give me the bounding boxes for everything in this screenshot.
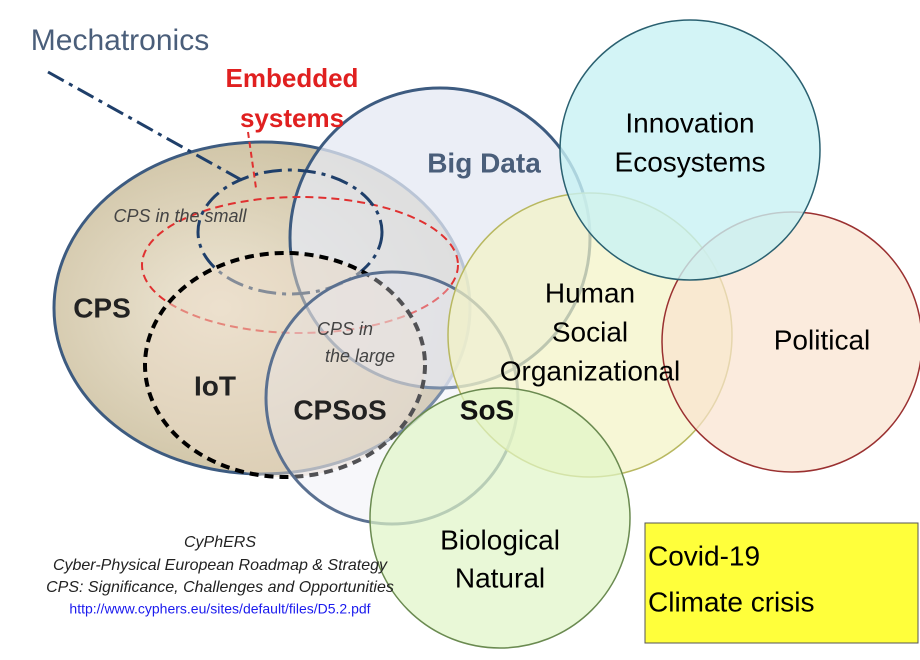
label: Mechatronics (31, 24, 209, 57)
label: CPS in (317, 319, 373, 339)
label: SoS (460, 394, 514, 425)
label: Climate crisis (648, 586, 814, 617)
citation: CPS: Significance, Challenges and Opport… (46, 579, 394, 596)
label: CPS (73, 292, 131, 323)
citation: Cyber-Physical European Roadmap & Strate… (53, 557, 388, 574)
label: Biological (440, 524, 560, 555)
label: Natural (455, 562, 545, 593)
label: Embedded (226, 63, 359, 93)
biological-circle (369, 387, 631, 649)
citation-link: http://www.cyphers.eu/sites/default/file… (69, 601, 370, 617)
shapes (47, 19, 920, 649)
crisis-box (644, 522, 919, 644)
label: the large (325, 346, 395, 366)
citation: CyPhERS (184, 534, 256, 551)
label: Innovation (625, 107, 754, 138)
label: IoT (194, 370, 236, 401)
label: Political (774, 324, 870, 355)
label: CPS in the small (113, 206, 247, 226)
iot-ellipse (143, 251, 427, 479)
label: Big Data (427, 147, 541, 178)
label: Ecosystems (615, 146, 766, 177)
mechatronics-pointer (47, 70, 246, 184)
label: CPSoS (293, 394, 386, 425)
label: Human (545, 277, 635, 308)
label: Social (552, 316, 628, 347)
mechatronics-ellipse (196, 168, 384, 296)
label: Organizational (500, 355, 681, 386)
innovation-circle (559, 19, 821, 281)
label: systems (240, 103, 344, 133)
label: Covid-19 (648, 540, 760, 571)
